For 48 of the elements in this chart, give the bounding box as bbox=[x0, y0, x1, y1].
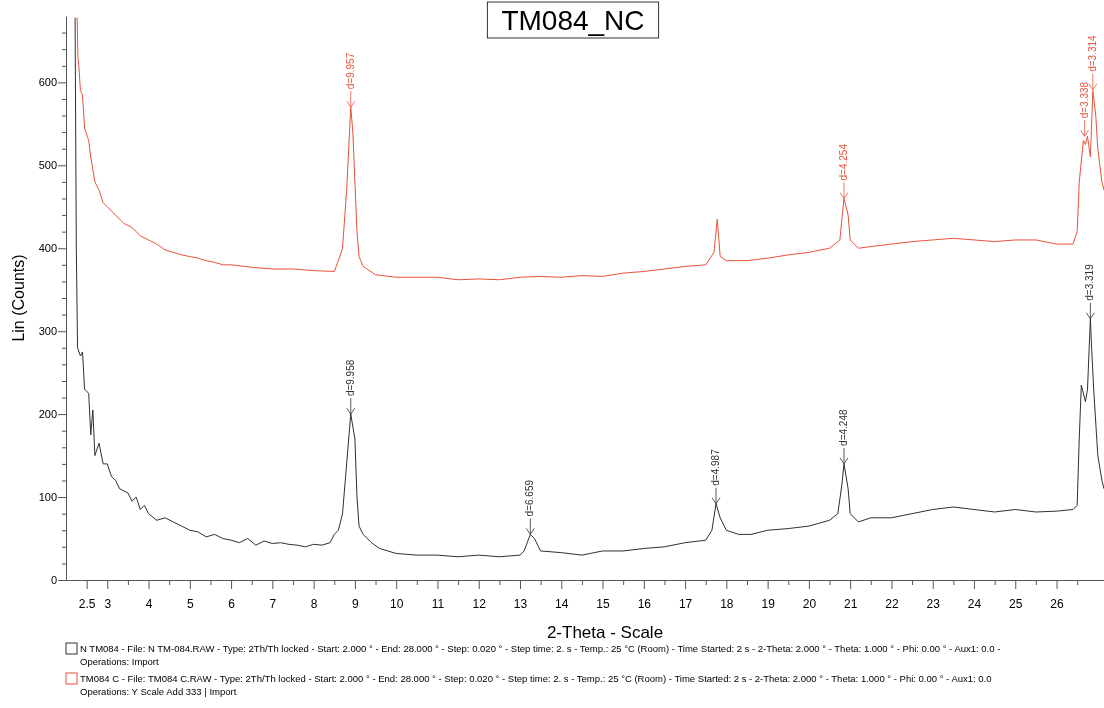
annotation: d=4.987 bbox=[710, 448, 722, 486]
annotation: d=4.254 bbox=[837, 143, 849, 181]
y-tick-label: 600 bbox=[38, 76, 57, 89]
x-axis-title: 2-Theta - Scale bbox=[546, 623, 664, 642]
y-axis-title: Lin (Counts) bbox=[10, 254, 27, 342]
x-tick-label: 16 bbox=[637, 597, 652, 612]
annotation: d=9.957 bbox=[344, 52, 356, 90]
x-tick-label: 13 bbox=[513, 597, 528, 612]
y-tick-label: 300 bbox=[38, 325, 57, 338]
annotation: d=9.958 bbox=[344, 359, 356, 397]
y-tick-label: 400 bbox=[38, 242, 57, 255]
x-tick-label: 26 bbox=[1050, 597, 1065, 612]
x-tick-label: 15 bbox=[596, 597, 611, 612]
y-tick-label: 500 bbox=[38, 159, 57, 172]
text: Operations: Import bbox=[80, 656, 160, 667]
x-tick-label: 20 bbox=[802, 597, 817, 612]
x-tick-label: 21 bbox=[844, 597, 858, 612]
x-tick-label: 23 bbox=[926, 597, 941, 612]
x-tick-label: 25 bbox=[1009, 597, 1023, 612]
y-tick-label: 0 bbox=[50, 574, 57, 587]
annotation: d=6.659 bbox=[524, 479, 536, 517]
annotation: d=3.338 bbox=[1078, 81, 1090, 119]
x-tick-label: 5 bbox=[186, 597, 194, 612]
x-tick-label: 11 bbox=[431, 597, 445, 612]
legend-label: TM084 C - File: TM084 C.RAW - Type: 2Th/Th locked - Start: 2.000 ° - End: 28.000 ° - Step: 0.020 ° - Step time: 2. s - Temp.: 25 °C (Room) - Time Started: 2 s - 2-Theta: 2.000 ° - Theta: 1.000 ° - Phi: 0.00 ° - Aux1: 0.0 bbox=[80, 673, 992, 684]
x-tick-label: 12 bbox=[472, 597, 487, 612]
x-tick-label: 6 bbox=[228, 597, 236, 612]
x-tick-label: 8 bbox=[310, 597, 318, 612]
x-tick-label: 19 bbox=[761, 597, 776, 612]
y-tick-label: 100 bbox=[38, 491, 57, 504]
x-tick-label: 7 bbox=[269, 597, 277, 612]
x-tick-label: 18 bbox=[720, 597, 734, 612]
legend-label: N TM084 - File: N TM-084.RAW - Type: 2Th/Th locked - Start: 2.000 ° - End: 28.000 ° - Step: 0.020 ° - Step time: 2. s - Temp.: 25 °C (Room) - Time Started: 2 s - 2-Theta: 2.000 ° - Theta: 1.000 ° - Phi: 0.00 ° - Aux1: 0.0 - bbox=[80, 643, 1001, 654]
x-tick-label: 4 bbox=[145, 597, 153, 612]
x-tick-label: 22 bbox=[885, 597, 899, 612]
y-tick-label: 200 bbox=[38, 408, 57, 421]
x-tick-label: 3 bbox=[104, 597, 112, 612]
x-tick-label: 2.5 bbox=[78, 597, 96, 612]
text: Operations: Y Scale Add 333 | Import bbox=[80, 686, 237, 697]
x-tick-label: 10 bbox=[390, 597, 404, 612]
annotation: d=4.248 bbox=[837, 409, 849, 446]
annotation: d=3.314 bbox=[1086, 34, 1098, 72]
annotation: d=3.319 bbox=[1084, 263, 1096, 301]
x-tick-label: 9 bbox=[352, 597, 360, 612]
chart-title: TM084_NC bbox=[501, 5, 645, 36]
x-tick-label: 17 bbox=[678, 597, 693, 612]
x-tick-label: 24 bbox=[967, 597, 982, 612]
x-tick-label: 14 bbox=[555, 597, 569, 612]
